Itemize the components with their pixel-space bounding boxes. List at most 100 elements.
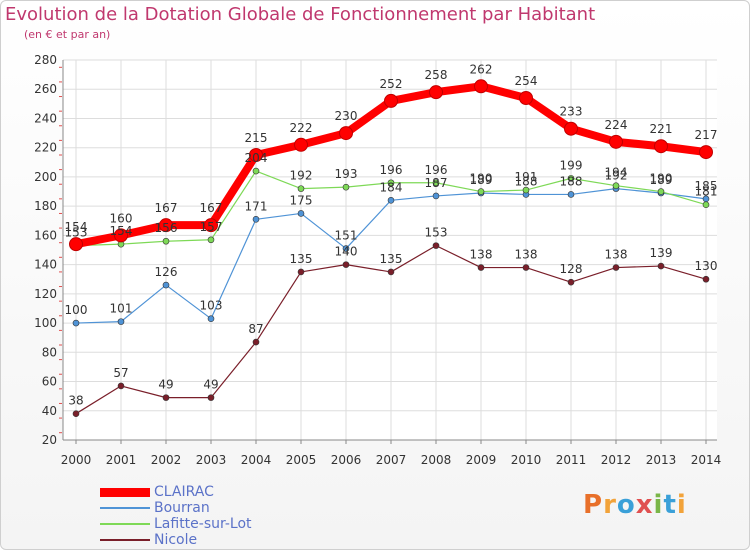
data-label: 181 — [695, 185, 718, 199]
data-label: 135 — [380, 252, 403, 266]
data-label: 190 — [470, 172, 493, 186]
y-tick-label: 180 — [34, 199, 57, 213]
data-point — [612, 264, 620, 271]
data-point — [204, 218, 218, 233]
logo-letter: i — [653, 490, 664, 520]
data-point — [249, 148, 263, 162]
grid — [63, 59, 717, 441]
data-label: 154 — [65, 220, 88, 234]
data-label: 167 — [155, 201, 178, 215]
data-label: 135 — [290, 252, 313, 266]
data-point — [519, 91, 533, 105]
logo-letter: x — [635, 490, 654, 520]
axes: 20 40 60 80 100 120 140 160 180 200 220 240 260 280 20… — [34, 53, 721, 467]
data-point — [432, 179, 440, 187]
x-tick-label: 2013 — [646, 453, 677, 467]
data-label: 138 — [605, 248, 628, 262]
x-tick-label: 2007 — [376, 453, 407, 467]
y-tick-label: 140 — [34, 258, 57, 272]
logo-letter: P — [583, 490, 604, 520]
data-label: 87 — [248, 322, 263, 336]
y-tick-label: 220 — [34, 141, 57, 155]
data-point — [432, 242, 440, 249]
data-point — [252, 167, 260, 175]
data-label: 153 — [425, 226, 448, 240]
x-tick-label: 2005 — [286, 453, 317, 467]
plot-area — [63, 60, 717, 440]
y-tick-label: 120 — [34, 287, 57, 301]
data-label: 126 — [155, 265, 178, 279]
data-label: 100 — [65, 303, 88, 317]
data-label: 189 — [650, 173, 673, 187]
y-tick-label: 60 — [42, 375, 57, 389]
data-point — [567, 278, 575, 286]
data-label: 175 — [290, 193, 313, 207]
data-point — [564, 121, 578, 136]
data-label: 254 — [515, 74, 538, 88]
data-point — [432, 192, 440, 200]
data-label: 191 — [515, 170, 538, 184]
logo-letter: r — [603, 490, 617, 520]
legend-swatch-bourran — [100, 507, 150, 509]
data-label: 194 — [605, 166, 628, 180]
data-point — [69, 237, 83, 252]
legend-label-nicole: Nicole — [154, 532, 198, 548]
legend-swatch-lafitte — [100, 523, 150, 525]
data-point — [342, 261, 350, 268]
data-label: 157 — [200, 220, 223, 234]
x-tick-label: 2011 — [556, 453, 587, 467]
data-point — [72, 410, 80, 417]
data-point — [117, 382, 125, 390]
data-point — [72, 319, 80, 327]
y-tick-label: 20 — [42, 433, 57, 447]
data-label: 130 — [695, 259, 718, 273]
data-point — [342, 183, 350, 191]
data-point — [207, 394, 215, 401]
y-tick-label: 280 — [34, 53, 57, 67]
data-point — [477, 188, 485, 195]
data-point — [297, 210, 305, 217]
y-tick-label: 40 — [42, 404, 57, 418]
data-label: 138 — [515, 248, 538, 262]
data-point — [252, 338, 260, 346]
data-point — [567, 175, 575, 182]
y-tick-label: 80 — [42, 345, 57, 359]
data-label: 185 — [695, 179, 718, 193]
data-label: 199 — [560, 158, 583, 172]
data-label: 151 — [335, 229, 358, 243]
logo-letter: o — [616, 490, 636, 520]
data-point — [114, 228, 128, 243]
logo-letter: i — [676, 490, 687, 520]
data-label: 49 — [158, 378, 173, 392]
data-label: 188 — [515, 174, 538, 188]
data-label: 188 — [560, 174, 583, 188]
data-point — [384, 93, 398, 108]
data-label: 192 — [605, 169, 628, 183]
data-label: 101 — [110, 302, 133, 316]
data-point — [387, 179, 395, 187]
data-label: 233 — [560, 105, 583, 119]
data-label: 154 — [110, 224, 133, 238]
y-tick-label: 200 — [34, 170, 57, 184]
x-tick-label: 2000 — [61, 453, 92, 467]
data-label: 222 — [290, 121, 313, 135]
legend-swatch-nicole — [100, 539, 150, 541]
data-label: 184 — [380, 180, 403, 194]
y-tick-label: 160 — [34, 228, 57, 242]
x-tick-label: 2010 — [511, 453, 542, 467]
data-point — [252, 216, 260, 223]
x-tick-label: 2009 — [466, 453, 497, 467]
data-point — [474, 79, 488, 94]
data-point — [522, 186, 530, 194]
data-point — [207, 315, 215, 322]
data-point — [522, 264, 530, 271]
data-point — [702, 201, 710, 208]
proxiti-logo: Proxiti — [583, 490, 687, 520]
series-lines — [69, 79, 713, 417]
data-label: 187 — [425, 176, 448, 190]
data-label: 167 — [200, 201, 223, 215]
data-point — [702, 275, 710, 283]
x-tick-label: 2002 — [151, 453, 182, 467]
data-point — [294, 137, 308, 152]
